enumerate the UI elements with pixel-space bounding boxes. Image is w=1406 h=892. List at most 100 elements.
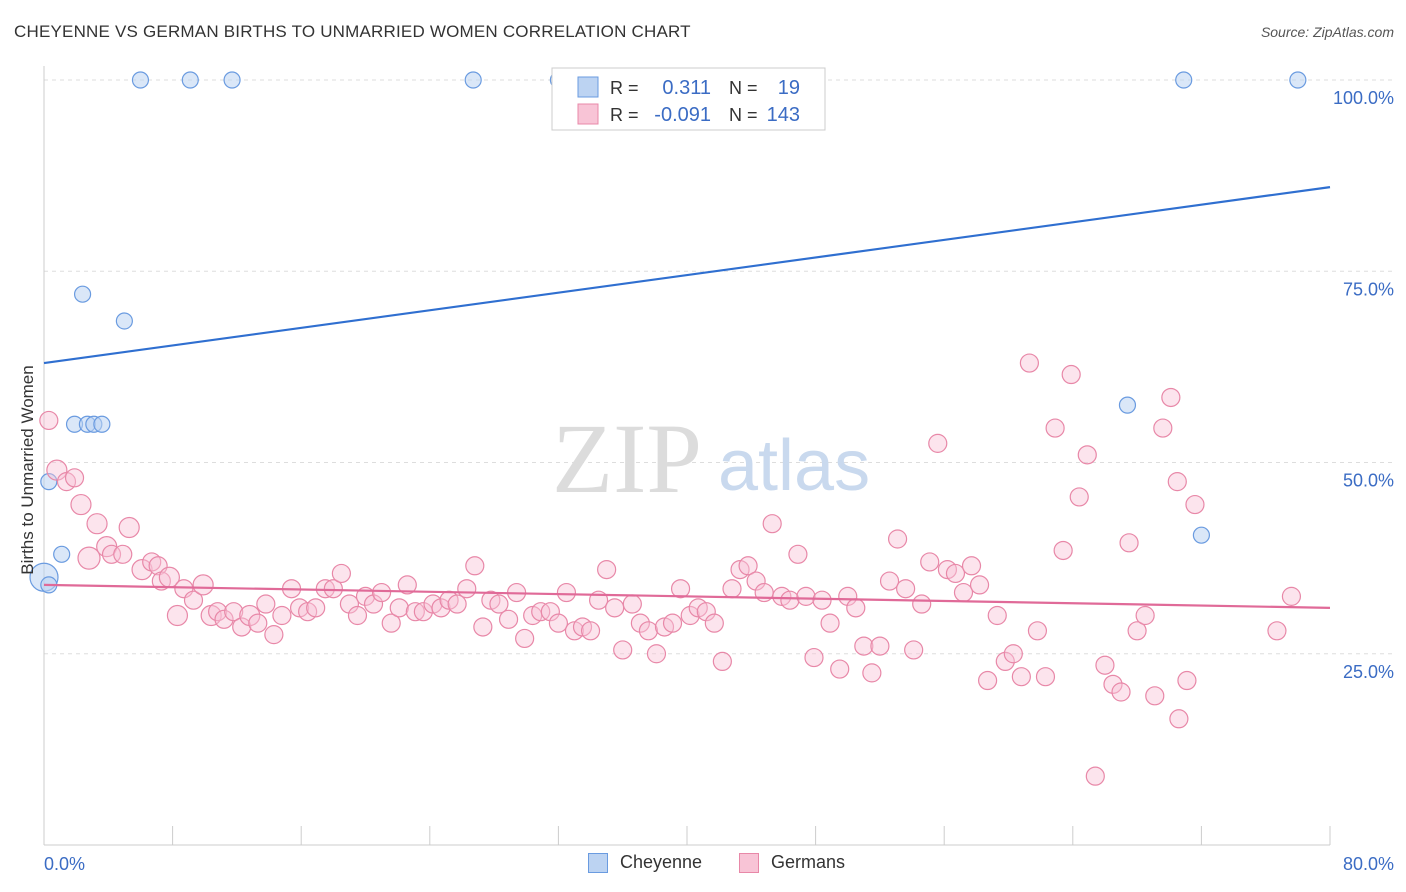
germans-point-121 bbox=[1035, 667, 1056, 687]
germans-point-38 bbox=[347, 605, 368, 626]
germans-point-73 bbox=[638, 621, 659, 641]
germans-point-68 bbox=[597, 559, 617, 580]
germans-point-4 bbox=[70, 493, 92, 516]
cheyenne-point-3 bbox=[53, 545, 71, 563]
y-tick-label-100: 100.0% bbox=[1333, 88, 1394, 108]
cheyenne-point-8 bbox=[93, 415, 111, 433]
germans-point-107 bbox=[920, 552, 940, 572]
germans-point-43 bbox=[389, 598, 409, 618]
germans-point-21 bbox=[208, 602, 228, 622]
cheyenne-point-14 bbox=[1175, 71, 1193, 89]
germans-point-45 bbox=[405, 602, 425, 622]
germans-point-42 bbox=[381, 613, 401, 633]
germans-point-126 bbox=[1077, 445, 1097, 465]
y-tick-label-75: 75.0% bbox=[1343, 279, 1394, 299]
germans-point-113 bbox=[969, 575, 990, 595]
x-tick-label-max: 80.0% bbox=[1343, 854, 1394, 874]
germans-point-52 bbox=[465, 556, 485, 576]
cheyenne-point-2 bbox=[40, 473, 58, 491]
tick-labels: 25.0% 50.0% 75.0% 100.0% 0.0% 80.0% bbox=[44, 88, 1394, 874]
legend-n-value-cheyenne: 19 bbox=[778, 77, 800, 99]
cheyenne-point-13 bbox=[464, 71, 482, 89]
germans-point-56 bbox=[498, 609, 519, 629]
legend-swatch-germans bbox=[739, 852, 759, 873]
germans-point-134 bbox=[1145, 686, 1165, 706]
legend-n-label-germans: N = bbox=[729, 105, 758, 125]
germans-point-82 bbox=[712, 651, 732, 672]
germans-point-132 bbox=[1127, 621, 1147, 641]
germans-point-123 bbox=[1053, 540, 1073, 561]
germans-point-130 bbox=[1111, 682, 1131, 702]
germans-point-97 bbox=[838, 586, 858, 606]
germans-point-133 bbox=[1135, 605, 1155, 626]
trend-lines bbox=[43, 186, 1331, 609]
germans-point-88 bbox=[762, 514, 782, 534]
germans-point-101 bbox=[870, 636, 890, 656]
germans-point-136 bbox=[1161, 387, 1181, 408]
germans-point-74 bbox=[646, 644, 667, 664]
legend-n-label-cheyenne: N = bbox=[729, 78, 758, 98]
germans-point-129 bbox=[1103, 674, 1123, 694]
germans-point-124 bbox=[1061, 364, 1081, 385]
germans-point-111 bbox=[953, 582, 974, 603]
germans-point-1 bbox=[46, 459, 68, 481]
germans-point-76 bbox=[662, 613, 683, 633]
germans-point-0 bbox=[39, 410, 59, 431]
germans-point-63 bbox=[556, 582, 577, 603]
germans-point-137 bbox=[1169, 709, 1189, 729]
data-points bbox=[29, 71, 1307, 786]
legend-r-value-germans: -0.091 bbox=[654, 104, 711, 126]
germans-point-40 bbox=[363, 594, 384, 614]
germans-point-120 bbox=[1027, 621, 1048, 641]
germans-point-118 bbox=[1011, 667, 1031, 687]
germans-point-122 bbox=[1045, 418, 1065, 438]
germans-point-69 bbox=[605, 598, 625, 618]
germans-point-128 bbox=[1095, 655, 1115, 675]
germans-point-28 bbox=[264, 625, 284, 645]
germans-point-27 bbox=[256, 594, 276, 614]
legend-item-germans[interactable]: Germans bbox=[739, 852, 845, 873]
germans-point-39 bbox=[355, 586, 376, 606]
germans-point-55 bbox=[489, 594, 509, 614]
germans-point-108 bbox=[928, 433, 948, 453]
germans-point-106 bbox=[912, 594, 932, 614]
germans-point-99 bbox=[854, 636, 874, 656]
germans-point-102 bbox=[879, 571, 900, 591]
germans-point-66 bbox=[580, 621, 601, 641]
germans-point-16 bbox=[166, 604, 189, 627]
cheyenne-point-16 bbox=[1118, 396, 1137, 414]
legend-r-label-germans: R = bbox=[610, 105, 639, 125]
germans-point-9 bbox=[113, 544, 133, 564]
germans-point-36 bbox=[331, 563, 351, 584]
germans-point-117 bbox=[1003, 644, 1023, 664]
germans-point-110 bbox=[945, 563, 966, 584]
germans-point-139 bbox=[1185, 494, 1205, 515]
germans-point-78 bbox=[680, 605, 700, 626]
germans-point-116 bbox=[995, 651, 1015, 672]
germans-point-70 bbox=[613, 640, 633, 660]
germans-point-62 bbox=[548, 613, 569, 633]
watermark: ZIP atlas bbox=[552, 403, 870, 514]
germans-point-86 bbox=[746, 571, 766, 591]
x-tick-label-min: 0.0% bbox=[44, 854, 85, 874]
cheyenne-point-15 bbox=[1289, 71, 1307, 89]
legend-item-cheyenne[interactable]: Cheyenne bbox=[588, 852, 702, 873]
germans-point-104 bbox=[896, 579, 916, 599]
germans-point-41 bbox=[371, 582, 392, 603]
legend-stats: R = 0.311 N = 19 R = -0.091 N = 143 bbox=[551, 67, 826, 131]
germans-point-50 bbox=[447, 594, 467, 614]
germans-point-72 bbox=[630, 613, 650, 633]
cheyenne-point-9 bbox=[115, 312, 133, 330]
germans-point-92 bbox=[796, 586, 816, 606]
germans-point-33 bbox=[306, 598, 326, 618]
germans-point-25 bbox=[239, 604, 261, 627]
legend-r-label-cheyenne: R = bbox=[610, 78, 639, 98]
germans-point-44 bbox=[397, 575, 417, 595]
germans-point-98 bbox=[846, 598, 866, 618]
y-axis-label: Births to Unmarried Women bbox=[18, 365, 37, 574]
germans-point-140 bbox=[1167, 472, 1187, 492]
germans-point-58 bbox=[515, 628, 535, 649]
axes bbox=[43, 66, 1331, 846]
germans-point-125 bbox=[1069, 487, 1089, 507]
germans-point-48 bbox=[431, 598, 451, 618]
